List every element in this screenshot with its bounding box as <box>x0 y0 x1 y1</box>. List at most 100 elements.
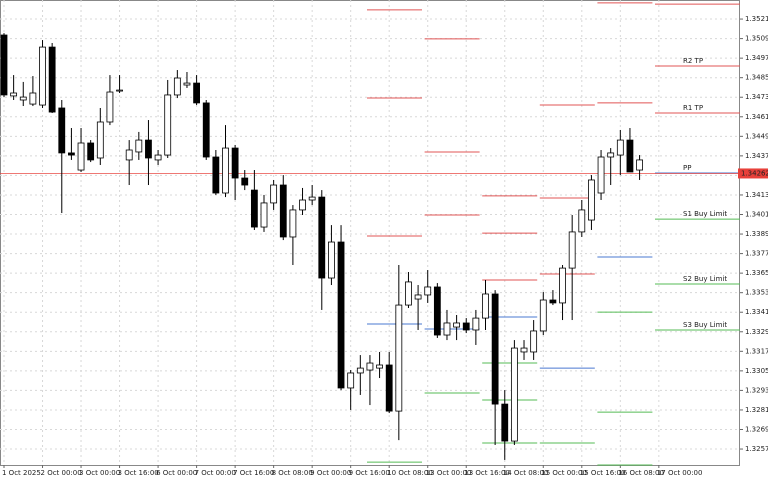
candle-body <box>39 46 46 106</box>
plot-frame <box>0 0 740 466</box>
candle-body <box>250 189 258 228</box>
candle-body <box>414 294 422 300</box>
candle-body <box>520 347 528 353</box>
candle-body <box>29 92 37 105</box>
pivot-label: R2 TP <box>683 57 703 65</box>
candle-body <box>337 241 345 389</box>
y-tick-label: 1.35210 <box>745 15 768 23</box>
candle-body <box>68 152 75 156</box>
pivot-label: S3 Buy Limit <box>683 321 727 329</box>
candle-body <box>308 196 316 201</box>
x-tick-label: 2 Oct 00:00 <box>41 469 82 477</box>
y-tick-label: 1.33290 <box>745 328 768 336</box>
candle-body <box>48 46 56 113</box>
candle-body <box>462 322 470 331</box>
y-tick-label: 1.34730 <box>745 93 768 101</box>
candle-body <box>202 102 210 158</box>
candle-body <box>173 77 181 96</box>
x-tick-label: 13 Oct 16:00 <box>464 469 510 477</box>
x-tick-label: 3 Oct 00:00 <box>79 469 120 477</box>
candle-body <box>385 364 393 412</box>
candle-body <box>10 92 18 97</box>
x-tick-label: 9 Oct 00:00 <box>310 469 351 477</box>
x-tick-label: 1 Oct 2025 <box>2 469 41 477</box>
y-tick-label: 1.32810 <box>745 406 768 414</box>
candle-body <box>588 179 595 221</box>
pivot-label: S2 Buy Limit <box>683 275 727 283</box>
candle-body <box>222 147 229 194</box>
candle-body <box>0 34 8 96</box>
x-tick-label: 8 Oct 08:00 <box>272 469 313 477</box>
candle-body <box>58 107 66 154</box>
candle-body <box>116 89 123 92</box>
candle-body <box>183 82 191 86</box>
candle-body <box>568 231 576 269</box>
candle-body <box>135 139 143 153</box>
y-tick-label: 1.33770 <box>745 250 768 258</box>
candle-body <box>154 154 162 161</box>
candle-body <box>347 372 355 389</box>
candle-body <box>395 304 403 412</box>
x-tick-label: 6 Oct 00:00 <box>156 469 197 477</box>
candle-body <box>193 82 201 104</box>
y-tick-label: 1.35090 <box>745 35 768 43</box>
candle-body <box>597 156 605 194</box>
candle-body <box>19 96 27 101</box>
y-tick-label: 1.33170 <box>745 347 768 355</box>
candle-body <box>559 267 566 304</box>
last-price-label: 1.34262 <box>741 169 768 177</box>
y-tick-label: 1.33890 <box>745 230 768 238</box>
candle-body <box>164 94 172 156</box>
x-tick-label: 7 Oct 00:00 <box>195 469 236 477</box>
y-tick-label: 1.32570 <box>745 445 768 453</box>
candle-body <box>96 121 104 159</box>
candle-body <box>299 199 306 211</box>
y-tick-label: 1.32690 <box>745 425 768 433</box>
candle-body <box>289 209 297 238</box>
y-tick-label: 1.34010 <box>745 211 768 219</box>
x-tick-label: 9 Oct 16:00 <box>349 469 390 477</box>
x-tick-label: 16 Oct 08:00 <box>618 469 664 477</box>
candle-body <box>318 196 326 279</box>
y-tick-label: 1.33530 <box>745 289 768 297</box>
candle-body <box>482 293 489 319</box>
candle-body <box>530 330 538 353</box>
y-tick-label: 1.34490 <box>745 132 768 140</box>
candle-body <box>607 152 615 158</box>
y-tick-label: 1.34850 <box>745 74 768 82</box>
y-tick-label: 1.34130 <box>745 191 768 199</box>
candle-body <box>616 139 624 156</box>
x-tick-label: 7 Oct 16:00 <box>233 469 274 477</box>
last-price-box <box>738 168 768 179</box>
x-tick-label: 15 Oct 16:00 <box>580 469 626 477</box>
pivot-label: S1 Buy Limit <box>683 210 727 218</box>
candle-body <box>145 139 152 159</box>
candle-body <box>279 184 287 238</box>
y-tick-label: 1.34370 <box>745 152 768 160</box>
candle-body <box>453 322 461 328</box>
candle-body <box>106 91 114 123</box>
y-tick-label: 1.33650 <box>745 269 768 277</box>
y-tick-label: 1.32930 <box>745 386 768 394</box>
candle-body <box>366 362 374 371</box>
candle-body <box>491 293 499 405</box>
candle-body <box>549 299 557 304</box>
candle-body <box>443 322 451 336</box>
candle-body <box>405 281 412 306</box>
candle-body <box>472 317 480 331</box>
candle-body <box>270 184 278 204</box>
candle-body <box>125 149 133 161</box>
y-tick-label: 1.34610 <box>745 113 768 121</box>
x-tick-label: 17 Oct 00:00 <box>657 469 703 477</box>
x-tick-label: 15 Oct 00:00 <box>541 469 587 477</box>
candle-body <box>77 142 85 171</box>
candle-body <box>241 177 249 186</box>
candle-body <box>626 139 634 173</box>
y-tick-label: 1.33050 <box>745 367 768 375</box>
candle-body <box>510 347 518 442</box>
candle-body <box>356 367 364 374</box>
x-tick-label: 14 Oct 08:00 <box>503 469 549 477</box>
